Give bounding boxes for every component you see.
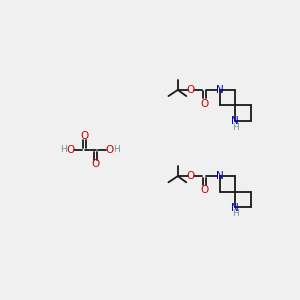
Text: O: O xyxy=(67,145,75,155)
Text: N: N xyxy=(216,85,224,95)
Text: H: H xyxy=(61,146,67,154)
Text: N: N xyxy=(216,171,224,181)
Text: H: H xyxy=(232,209,238,218)
Text: O: O xyxy=(200,99,208,109)
Text: O: O xyxy=(200,185,208,195)
Text: N: N xyxy=(231,203,239,213)
Text: O: O xyxy=(187,85,195,95)
Text: O: O xyxy=(187,171,195,181)
Text: H: H xyxy=(113,146,120,154)
Text: H: H xyxy=(232,123,238,132)
Text: O: O xyxy=(92,159,100,169)
Text: O: O xyxy=(106,145,114,155)
Text: N: N xyxy=(231,116,239,127)
Text: O: O xyxy=(81,131,89,141)
